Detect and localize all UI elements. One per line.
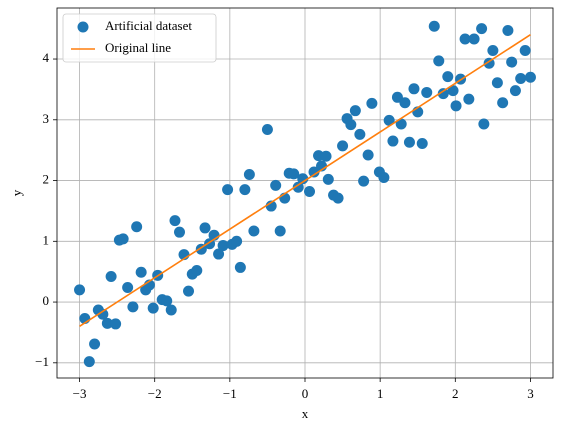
y-axis-label: y: [9, 189, 24, 196]
scatter-point: [274, 225, 286, 237]
scatter-point: [506, 56, 518, 68]
scatter-point: [217, 240, 229, 252]
scatter-point: [122, 281, 134, 293]
scatter-point: [191, 264, 203, 276]
scatter-point: [515, 72, 527, 84]
scatter-point: [487, 45, 499, 57]
scatter-point: [320, 150, 332, 162]
scatter-point: [362, 149, 374, 161]
scatter-point: [89, 338, 101, 350]
scatter-point: [447, 85, 459, 97]
scatter-point: [395, 118, 407, 130]
scatter-point: [433, 55, 445, 67]
scatter-point: [213, 248, 225, 260]
scatter-point: [131, 221, 143, 233]
scatter-point: [135, 266, 147, 278]
scatter-point: [297, 173, 309, 185]
scatter-point: [105, 271, 117, 283]
scatter-point: [127, 301, 139, 313]
scatter-point: [337, 140, 349, 152]
scatter-point: [165, 304, 177, 316]
x-tick-label: 3: [527, 386, 534, 401]
scatter-point: [524, 71, 536, 83]
line: [79, 34, 531, 328]
scatter-point: [408, 83, 420, 95]
scatter-point: [491, 77, 503, 89]
scatter-point: [222, 184, 234, 196]
y-tick-label: −1: [35, 354, 49, 369]
scatter-point: [288, 168, 300, 180]
scatter-point: [234, 261, 246, 273]
x-axis-label: x: [302, 406, 309, 421]
scatter-point: [261, 124, 273, 136]
x-tick-label: 0: [302, 386, 309, 401]
scatter-point: [304, 185, 316, 197]
scatter-point: [442, 71, 454, 83]
scatter-point: [322, 173, 334, 185]
scatter-point: [270, 179, 282, 191]
scatter-point: [248, 225, 260, 237]
y-tick-label: 2: [43, 172, 50, 187]
scatter-point: [403, 136, 415, 148]
scatter-point: [502, 24, 514, 36]
scatter-point: [354, 128, 366, 140]
scatter-point: [428, 20, 440, 32]
y-tick-label: 4: [43, 50, 50, 65]
scatter-point: [147, 302, 159, 314]
scatter-point: [239, 184, 251, 196]
scatter-point: [519, 45, 531, 57]
x-tick-label: −2: [148, 386, 162, 401]
legend-label: Original line: [105, 40, 171, 55]
scatter-point: [399, 97, 411, 109]
scatter-point: [161, 295, 173, 307]
scatter-point: [83, 356, 95, 368]
scatter-point: [478, 118, 490, 130]
scatter-point: [416, 137, 428, 149]
x-tick-label: −1: [223, 386, 237, 401]
scatter-point: [173, 226, 185, 238]
scatter-point: [387, 135, 399, 147]
scatter-point: [308, 166, 320, 178]
scatter-point: [183, 285, 195, 297]
y-tick-label: 0: [43, 293, 50, 308]
scatter-point: [421, 86, 433, 98]
scatter-point: [292, 181, 304, 193]
scatter-point: [110, 318, 122, 330]
scatter-point: [497, 97, 509, 109]
x-tick-label: 1: [377, 386, 384, 401]
scatter-point: [450, 100, 462, 112]
scatter-point: [463, 93, 475, 105]
scatter-point: [231, 235, 243, 247]
scatter-point: [468, 33, 480, 45]
scatter-point: [349, 105, 361, 117]
scatter-point: [345, 119, 357, 131]
y-tick-label: 3: [43, 111, 50, 126]
y-tick-label: 1: [43, 232, 50, 247]
scatter-point: [366, 97, 378, 109]
scatter-point: [243, 168, 255, 180]
scatter-point: [383, 114, 395, 126]
scatter-point: [459, 33, 471, 45]
scatter-point: [509, 85, 521, 97]
scatter-point: [476, 23, 488, 35]
legend: [62, 13, 217, 63]
scatter-point: [358, 175, 370, 187]
scatter-point: [97, 308, 109, 320]
scatter-point: [74, 284, 86, 296]
legend-marker: [77, 21, 89, 33]
x-tick-label: 2: [452, 386, 459, 401]
scatter-point: [199, 222, 211, 234]
scatter-point: [117, 233, 129, 245]
legend-label: Artificial dataset: [105, 18, 192, 33]
plot-frame: [56, 7, 554, 379]
scatter-point: [378, 172, 390, 184]
x-tick-label: −3: [73, 386, 87, 401]
scatter-point: [101, 317, 113, 329]
scatter-point: [332, 192, 344, 204]
scatter-point: [437, 88, 449, 100]
scatter-point: [169, 215, 181, 227]
